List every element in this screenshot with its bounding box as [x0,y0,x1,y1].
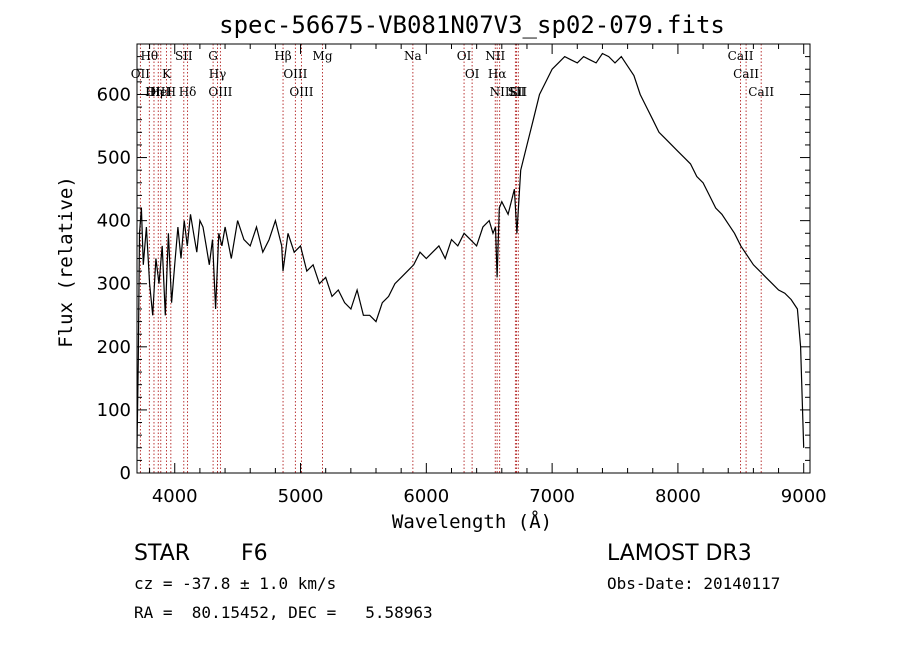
x-tick-label: 9000 [781,486,827,507]
spectrum-series-line [136,52,805,448]
spectral-line-label: OIII [283,67,307,81]
spectral-line-label: Hθ [140,49,158,63]
spectral-line-label: CaII [748,85,774,99]
spectral-line-label: G [208,49,218,63]
axis-ticks: 4000 5000 6000 7000 8000 9000 0 100 200 300 400 500… [97,44,827,507]
spectral-line-label: CaII [728,49,754,63]
spectral-line-labels: HθOIIOIIIHηHeIKHSIIHδGHγOIIIHβOIIIOIIIMg… [131,49,775,99]
spectral-line-label: Hγ [209,67,227,81]
y-tick-label: 600 [97,84,131,105]
spectral-line-label: NII [485,49,505,63]
spectral-line-label: OI [457,49,472,63]
x-tick-label: 6000 [403,486,449,507]
chart-title: spec-56675-VB081N07V3_sp02-079.fits [219,11,725,39]
spectral-line-label: Li [509,85,521,99]
spectral-line-label: Hη [145,85,163,99]
object-subclass: F6 [241,541,268,566]
spectral-line-label: K [162,67,172,81]
survey-name: LAMOST DR3 [607,541,752,566]
spectral-line-label: Hβ [274,49,291,63]
spectral-line-label: H [166,85,176,99]
spectral-line-label: OI [465,67,480,81]
spectral-line-label: SII [508,85,526,99]
y-tick-label: 100 [97,400,131,421]
spectral-line-label: SII [175,49,193,63]
y-tick-label: 500 [97,148,131,169]
spectral-line-label: OIII [289,85,313,99]
x-tick-label: 8000 [655,486,701,507]
spectral-line-label: OII [131,67,151,81]
y-axis-label: Flux (relative) [55,176,77,348]
spectral-line-label: CaII [733,67,759,81]
x-tick-label: 7000 [529,486,575,507]
y-tick-label: 400 [97,211,131,232]
x-tick-label: 5000 [278,486,324,507]
spectral-line-label: SII [509,85,527,99]
spectral-line-label: Hα [488,67,507,81]
spectral-line-label: Hδ [179,85,197,99]
spectral-line-label: OIII [146,85,170,99]
spectral-line-label: NII [490,85,510,99]
x-axis-label: Wavelength (Å) [392,510,552,533]
plot-frame [136,43,811,474]
spectral-line-label: Na [404,49,422,63]
spectral-line-label: HeI [150,85,173,99]
coordinates-radec: RA = 80.15452, DEC = 5.58963 [134,603,433,622]
y-tick-label: 200 [97,337,131,358]
object-class: STAR [134,541,190,566]
redshift-cz: cz = -37.8 ± 1.0 km/s [134,574,336,593]
spectral-line-label: OIII [208,85,232,99]
spectral-line-markers [139,44,762,473]
observation-date: Obs-Date: 20140117 [607,574,780,593]
y-tick-label: 0 [120,463,131,484]
y-tick-label: 300 [97,274,131,295]
spectral-line-label: Mg [313,49,333,63]
x-tick-label: 4000 [152,486,198,507]
